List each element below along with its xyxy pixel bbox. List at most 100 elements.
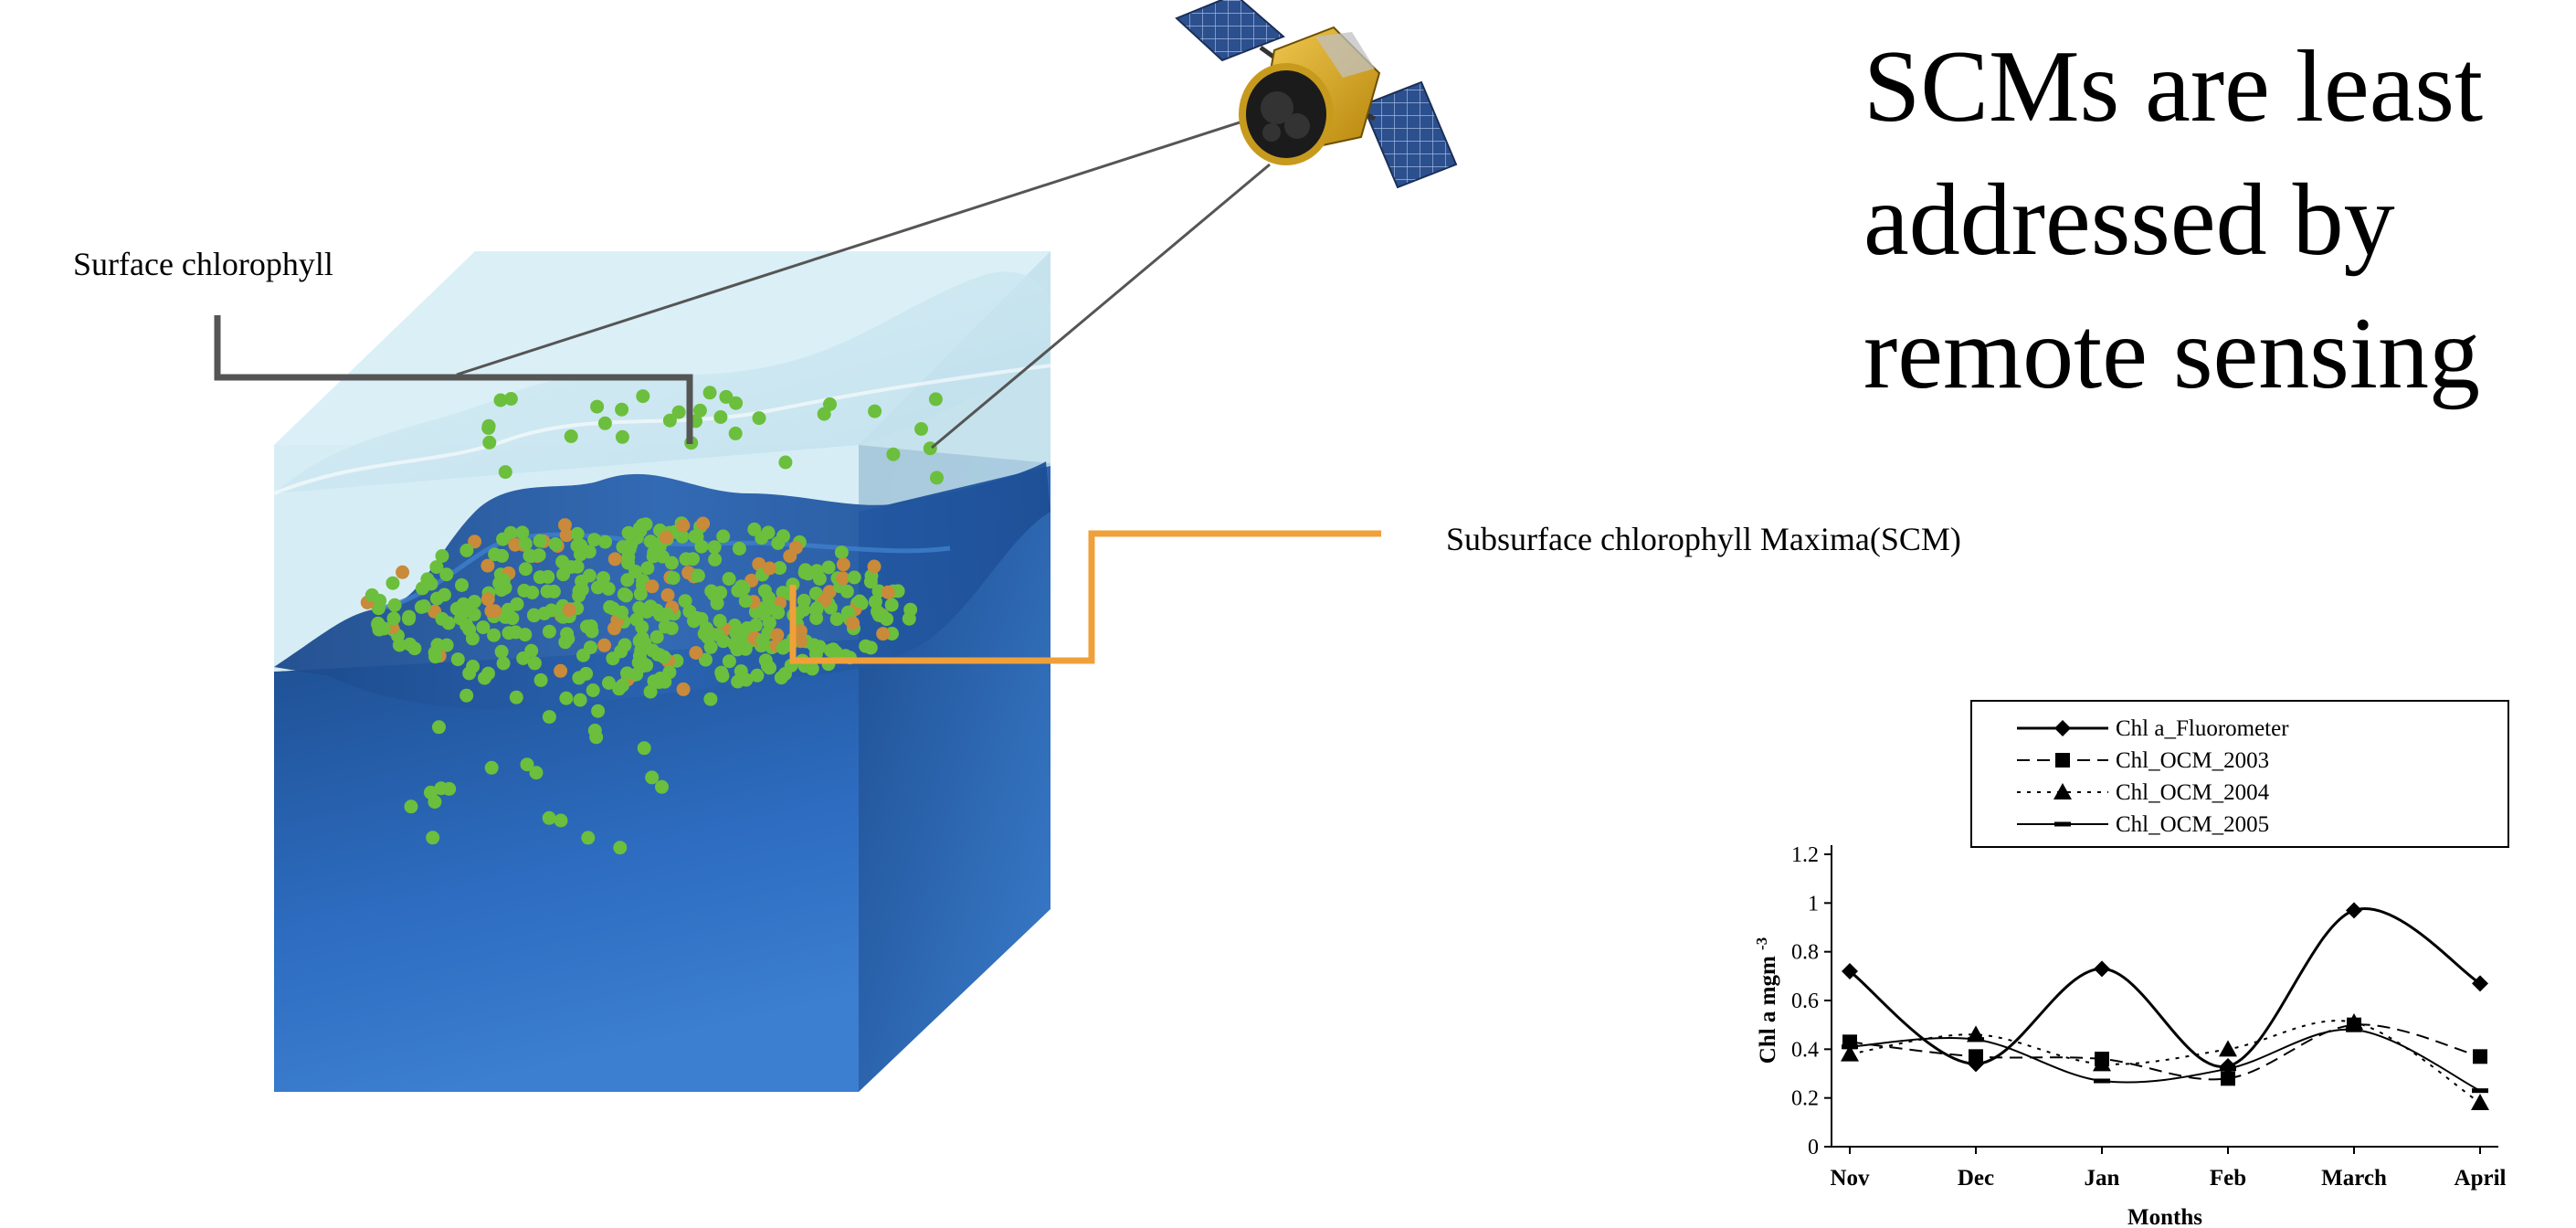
green-particle bbox=[597, 416, 612, 430]
green-particle bbox=[510, 597, 524, 611]
green-particle bbox=[572, 584, 586, 598]
green-particle bbox=[847, 570, 861, 585]
green-particle bbox=[686, 552, 700, 566]
green-particle bbox=[601, 581, 616, 596]
green-particle bbox=[722, 654, 736, 669]
orange-particle bbox=[645, 579, 660, 594]
green-particle bbox=[629, 530, 644, 545]
green-particle bbox=[476, 620, 491, 635]
orange-particle bbox=[881, 585, 895, 599]
green-particle bbox=[503, 392, 518, 406]
green-particle bbox=[722, 572, 736, 586]
green-particle bbox=[747, 522, 762, 536]
green-particle bbox=[713, 614, 727, 628]
green-particle bbox=[494, 644, 509, 659]
green-particle bbox=[708, 552, 723, 566]
green-particle bbox=[439, 567, 454, 582]
series-1-point bbox=[2346, 902, 2362, 919]
satellite-icon bbox=[1175, 0, 1458, 189]
series-2-point bbox=[2473, 1049, 2487, 1064]
green-particle bbox=[701, 630, 715, 644]
orange-particle bbox=[770, 628, 785, 642]
green-particle bbox=[564, 429, 578, 443]
orange-particle bbox=[659, 530, 673, 545]
green-particle bbox=[809, 601, 824, 616]
green-particle bbox=[432, 720, 446, 735]
green-particle bbox=[736, 581, 751, 596]
green-particle bbox=[930, 471, 944, 485]
orange-particle bbox=[696, 516, 711, 531]
orange-particle bbox=[480, 558, 495, 573]
orange-particle bbox=[689, 646, 703, 660]
series-4-point bbox=[2220, 1066, 2236, 1072]
green-particle bbox=[776, 586, 790, 600]
green-particle bbox=[643, 684, 658, 699]
green-particle bbox=[428, 795, 442, 810]
headline: SCMs are least addressed by remote sensi… bbox=[1863, 20, 2483, 420]
green-particle bbox=[755, 633, 770, 648]
green-particle bbox=[628, 565, 643, 578]
orange-particle bbox=[396, 565, 410, 579]
green-particle bbox=[455, 577, 469, 592]
green-particle bbox=[404, 799, 418, 814]
green-particle bbox=[615, 402, 629, 417]
green-particle bbox=[587, 724, 602, 737]
series-line-3 bbox=[1849, 1020, 2481, 1104]
headline-line-1: SCMs are least bbox=[1863, 30, 2484, 143]
legend-label-4: Chl_OCM_2005 bbox=[2116, 812, 2269, 837]
scm-layer-wave bbox=[274, 461, 1050, 709]
green-particle bbox=[515, 525, 530, 540]
green-particle bbox=[778, 455, 793, 470]
series-3-point bbox=[1841, 1044, 1859, 1062]
green-particle bbox=[711, 628, 725, 642]
green-particle bbox=[773, 561, 787, 576]
series-3-point bbox=[2345, 1013, 2363, 1030]
green-particle bbox=[817, 407, 831, 421]
series-4-point bbox=[2472, 1088, 2488, 1094]
series-2-point bbox=[2221, 1071, 2235, 1086]
green-particle bbox=[868, 404, 882, 418]
green-particle bbox=[863, 640, 878, 655]
green-particle bbox=[620, 573, 635, 588]
orange-particle bbox=[836, 571, 850, 586]
green-particle bbox=[560, 627, 575, 641]
green-particle bbox=[692, 403, 707, 418]
green-particle bbox=[752, 411, 766, 426]
green-particle bbox=[778, 667, 792, 681]
green-particle bbox=[586, 683, 600, 697]
y-tick-label: 0.8 bbox=[1791, 941, 1819, 965]
green-particle bbox=[570, 526, 585, 541]
green-particle bbox=[529, 766, 544, 780]
green-particle bbox=[548, 537, 563, 551]
orange-particle bbox=[597, 638, 612, 652]
green-particle bbox=[496, 656, 511, 671]
green-particle bbox=[771, 535, 786, 550]
orange-particle bbox=[867, 559, 882, 574]
green-particle bbox=[699, 652, 713, 667]
green-particle bbox=[664, 556, 679, 570]
green-particle bbox=[840, 605, 855, 619]
green-particle bbox=[501, 626, 516, 640]
green-particle bbox=[761, 525, 776, 540]
satellite-beam-right bbox=[931, 163, 1271, 450]
green-particle bbox=[649, 630, 664, 644]
green-particle bbox=[757, 584, 772, 598]
green-particle bbox=[852, 594, 867, 609]
green-particle bbox=[716, 529, 731, 544]
orange-particle bbox=[660, 588, 675, 602]
surface-wave bbox=[274, 271, 1050, 493]
green-particle bbox=[518, 536, 533, 551]
green-particle bbox=[834, 545, 849, 560]
solar-panel-left bbox=[1175, 0, 1285, 62]
green-particle bbox=[800, 566, 815, 580]
green-particle bbox=[533, 534, 547, 548]
green-particle bbox=[482, 435, 497, 450]
green-particle bbox=[880, 612, 894, 627]
green-particle bbox=[581, 831, 596, 845]
chlorophyll-line-chart: 0 0.2 0.4 0.6 0.8 1 1.2 Nov Dec Jan Feb March April M… bbox=[1753, 700, 2509, 1228]
green-particle bbox=[707, 540, 722, 555]
green-particle bbox=[756, 607, 771, 621]
green-particle bbox=[591, 704, 606, 718]
green-particle bbox=[516, 651, 531, 665]
